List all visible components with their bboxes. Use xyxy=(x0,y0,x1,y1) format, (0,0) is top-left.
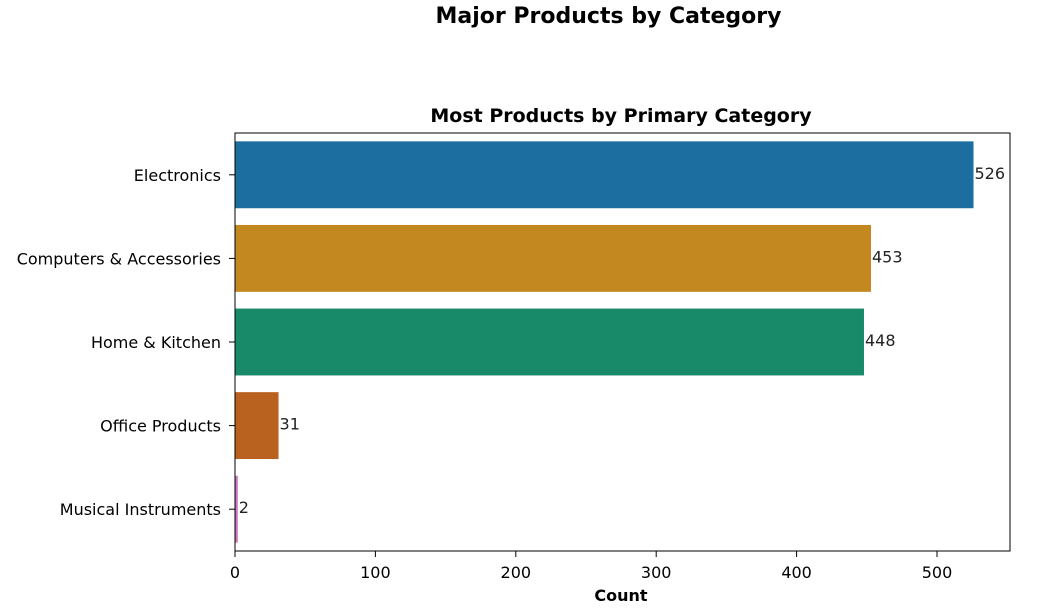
y-tick-label: Musical Instruments xyxy=(60,500,221,519)
bar xyxy=(235,392,279,460)
x-tick-label: 400 xyxy=(781,563,812,582)
y-tick-label: Electronics xyxy=(134,166,221,185)
data-label: 453 xyxy=(872,247,903,266)
bar xyxy=(235,141,974,209)
x-axis-label: Count xyxy=(594,586,648,605)
x-tick-label: 300 xyxy=(641,563,672,582)
x-tick-label: 200 xyxy=(501,563,532,582)
data-label: 448 xyxy=(865,331,896,350)
chart-title: Most Products by Primary Category xyxy=(430,105,812,127)
data-label: 2 xyxy=(239,498,249,517)
bar xyxy=(235,308,864,376)
y-tick-label: Computers & Accessories xyxy=(17,249,221,268)
x-tick-label: 100 xyxy=(360,563,391,582)
y-tick-label: Home & Kitchen xyxy=(91,333,221,352)
plot-frame xyxy=(234,132,1011,552)
data-label: 31 xyxy=(280,415,300,434)
y-tick-label: Office Products xyxy=(100,417,221,436)
x-tick-label: 500 xyxy=(922,563,953,582)
x-tick-label: 0 xyxy=(230,563,240,582)
bar xyxy=(235,224,872,292)
data-label: 526 xyxy=(974,164,1005,183)
plot-area: Electronics 526 Computers & Accessories 453… xyxy=(17,132,1011,582)
figure-suptitle: Major Products by Category xyxy=(435,4,782,29)
bar xyxy=(235,475,238,543)
